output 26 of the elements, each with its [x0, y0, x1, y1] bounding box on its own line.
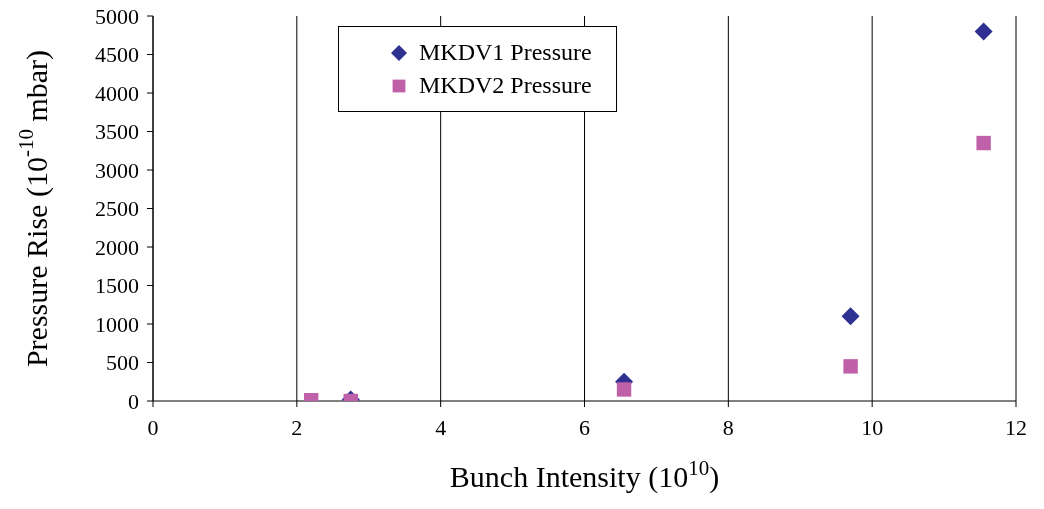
point	[976, 135, 991, 151]
y-tick-label: 3500	[95, 119, 139, 145]
point	[841, 307, 860, 326]
y-tick-label: 4000	[95, 80, 139, 106]
x-tick-label: 6	[579, 414, 590, 440]
y-tick-label: 0	[128, 388, 139, 414]
y-tick-label: 3000	[95, 157, 139, 183]
point	[843, 359, 858, 374]
legend-label: MKDV2 Pressure	[419, 72, 592, 99]
y-tick-label: 2000	[95, 234, 139, 260]
x-tick-label: 2	[291, 414, 303, 440]
y-tick-label: 1000	[95, 311, 139, 337]
x-tick-label: 12	[1005, 414, 1027, 440]
y-tick-label: 2500	[95, 196, 139, 222]
point	[616, 382, 632, 397]
y-tick-label: 5000	[95, 3, 139, 29]
point	[974, 22, 993, 41]
legend-label: MKDV1 Pressure	[419, 39, 592, 66]
y-tick-label: 1500	[95, 273, 139, 299]
y-tick-label: 500	[106, 350, 139, 376]
x-tick-label: 4	[435, 414, 447, 440]
x-tick-label: 10	[861, 414, 884, 440]
x-tick-label: 8	[722, 414, 734, 440]
x-axis-title: Bunch Intensity (10$^{10}$)	[449, 456, 720, 494]
x-tick-label: 0	[147, 414, 159, 440]
y-tick-label: 4500	[95, 42, 139, 68]
